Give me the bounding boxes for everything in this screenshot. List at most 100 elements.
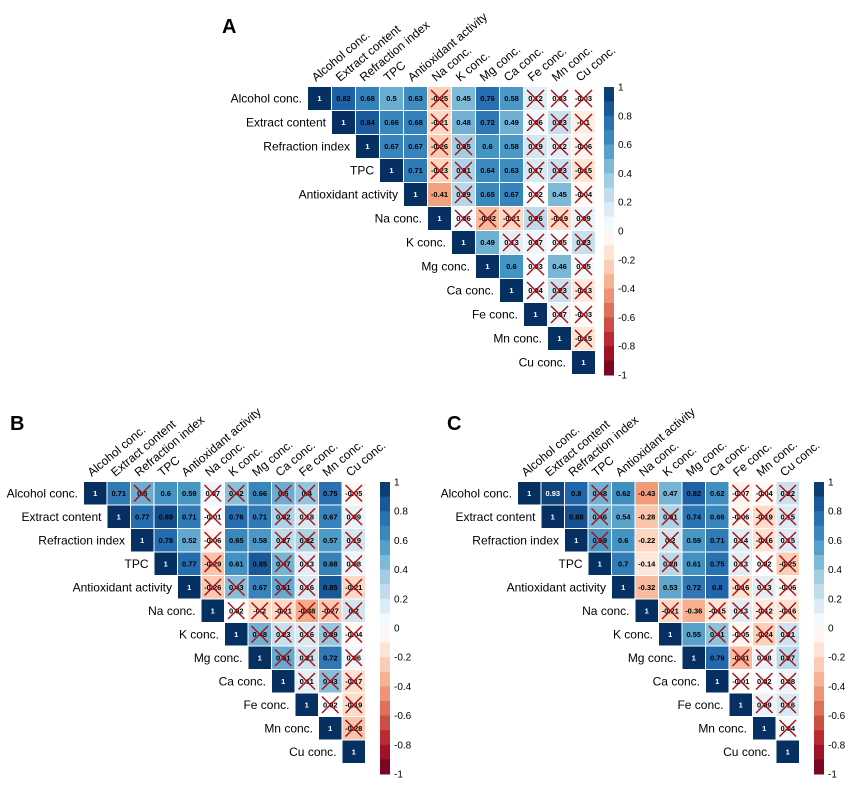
- correlation-cell: [476, 87, 499, 110]
- row-label: Extract content: [21, 510, 102, 524]
- nonsignificant-cross: [732, 672, 750, 690]
- colorbar-tick-label: -0.4: [394, 682, 412, 693]
- nonsignificant-cross: [204, 555, 222, 573]
- nonsignificant-cross: [454, 161, 473, 180]
- cell-value: 1: [461, 238, 465, 247]
- nonsignificant-cross: [345, 508, 363, 526]
- colorbar-tick-label: -0.2: [394, 653, 412, 664]
- cell-value: 0.77: [182, 559, 197, 568]
- nonsignificant-cross: [550, 209, 569, 228]
- cell-value: 0.71: [182, 512, 197, 521]
- nonsignificant-cross: [779, 531, 797, 549]
- correlation-cell: [154, 529, 177, 552]
- nonsignificant-cross: [526, 185, 545, 204]
- cell-value: 1: [365, 142, 369, 151]
- colorbar-segment: [604, 115, 614, 131]
- nonsignificant-cross: [574, 281, 593, 300]
- nonsignificant-cross: [526, 113, 545, 132]
- correlation-cell: [248, 505, 271, 528]
- correlation-cell: [332, 111, 355, 134]
- nonsignificant-cross: [204, 508, 222, 526]
- correlation-cell: [500, 159, 523, 182]
- nonsignificant-cross: [345, 625, 363, 643]
- cell-value: 0.71: [408, 166, 423, 175]
- correlation-cell: [452, 231, 475, 254]
- nonsignificant-cross: [574, 305, 593, 324]
- nonsignificant-cross: [454, 137, 473, 156]
- cell-value: 0.82: [336, 94, 351, 103]
- correlation-cell: [178, 529, 201, 552]
- nonsignificant-cross: [708, 625, 726, 643]
- cell-value: 1: [621, 583, 625, 592]
- correlation-cell: [635, 599, 658, 622]
- cell-value: 0.55: [686, 630, 701, 639]
- correlation-cell: [635, 482, 658, 505]
- nonsignificant-cross: [298, 484, 316, 502]
- correlation-cell: [319, 505, 342, 528]
- cell-value: 1: [341, 118, 345, 127]
- nonsignificant-cross: [732, 602, 750, 620]
- panel-letter: B: [10, 413, 24, 435]
- correlation-cell: [612, 552, 635, 575]
- cell-value: 0.93: [545, 489, 560, 498]
- nonsignificant-cross: [298, 508, 316, 526]
- cell-value: 0.49: [480, 238, 495, 247]
- nonsignificant-cross: [526, 137, 545, 156]
- cell-value: 0.75: [323, 489, 338, 498]
- correlation-cell: [565, 505, 588, 528]
- correlation-cell: [659, 576, 682, 599]
- correlation-cell: [178, 576, 201, 599]
- correlation-cell: [635, 576, 658, 599]
- correlation-cell: [572, 351, 595, 374]
- cell-value: -0.28: [638, 512, 655, 521]
- colorbar-tick-label: -0.8: [618, 342, 636, 353]
- cell-value: 0.62: [616, 489, 631, 498]
- panel-c: C10.930.80.480.62-0.430.470.820.62-0.07-…: [441, 405, 846, 781]
- nonsignificant-cross: [661, 508, 679, 526]
- correlation-cell: [612, 482, 635, 505]
- row-label: Mn conc.: [264, 721, 313, 735]
- row-label: Mn conc.: [493, 332, 542, 346]
- nonsignificant-cross: [502, 233, 521, 252]
- nonsignificant-cross: [779, 508, 797, 526]
- cell-value: 0.67: [504, 190, 519, 199]
- correlation-cell: [248, 482, 271, 505]
- colorbar-tick-label: 0.6: [828, 536, 842, 547]
- row-label: TPC: [350, 164, 374, 178]
- correlation-cell: [404, 159, 427, 182]
- colorbar-tick-label: 1: [618, 83, 624, 94]
- colorbar-segment: [380, 584, 390, 600]
- nonsignificant-cross: [661, 602, 679, 620]
- colorbar-segment: [604, 360, 614, 376]
- colorbar-tick-label: 0: [618, 227, 624, 238]
- nonsignificant-cross: [298, 578, 316, 596]
- colorbar-segment: [814, 555, 824, 571]
- cell-value: 0.68: [360, 94, 375, 103]
- cell-value: 0.79: [710, 653, 725, 662]
- nonsignificant-cross: [345, 649, 363, 667]
- cell-value: 0.77: [135, 512, 150, 521]
- cell-value: 1: [117, 512, 121, 521]
- nonsignificant-cross: [274, 484, 292, 502]
- cell-value: 0.61: [229, 559, 244, 568]
- cell-value: 1: [692, 653, 696, 662]
- nonsignificant-cross: [550, 161, 569, 180]
- cell-value: 0.82: [686, 489, 701, 498]
- colorbar-tick-label: 0.8: [618, 111, 632, 122]
- colorbar-segment: [604, 87, 614, 102]
- cell-value: 1: [317, 94, 321, 103]
- nonsignificant-cross: [550, 113, 569, 132]
- nonsignificant-cross: [732, 484, 750, 502]
- cell-value: 1: [509, 286, 513, 295]
- row-label: Cu conc.: [519, 356, 566, 370]
- colorbar-segment: [380, 555, 390, 571]
- cell-value: 0.46: [552, 262, 567, 271]
- cell-value: 0.45: [456, 94, 471, 103]
- correlation-cell: [272, 670, 295, 693]
- correlation-cell: [548, 327, 571, 350]
- cell-value: 1: [258, 653, 262, 662]
- cell-value: 1: [551, 512, 555, 521]
- cell-value: 0.68: [408, 118, 423, 127]
- row-label: Extract content: [246, 116, 327, 130]
- nonsignificant-cross: [779, 484, 797, 502]
